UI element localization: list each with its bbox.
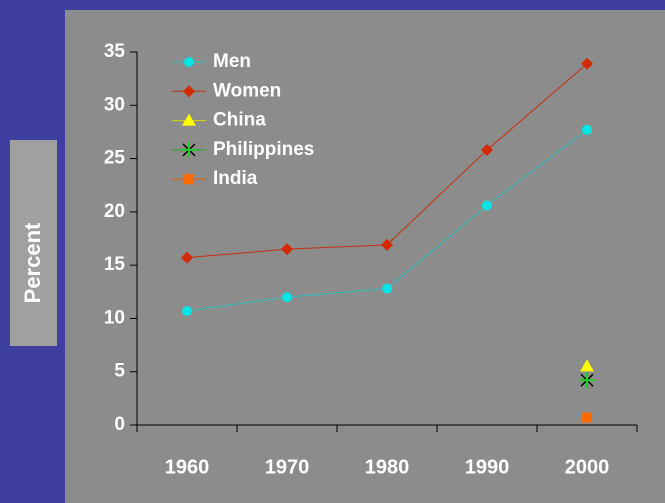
y-tick-label: 10 [104,307,125,328]
marker [381,238,393,251]
marker [482,200,492,211]
marker [181,141,197,158]
y-tick-label: 25 [104,148,126,169]
marker [182,305,192,316]
legend-label: Men [213,51,251,72]
y-axis-label: Percent [20,222,45,303]
y-label-box [10,140,57,346]
marker-part [579,372,595,389]
legend-label: Women [213,80,281,101]
marker [183,85,195,98]
marker [382,283,392,294]
marker [579,372,595,389]
marker [182,113,196,126]
marker [580,359,594,372]
marker [184,57,194,67]
marker [184,174,194,185]
legend-label: China [213,110,266,131]
y-tick-label: 35 [104,41,126,62]
x-tick-label: 1980 [365,456,410,478]
x-tick-label: 1960 [165,456,210,478]
x-tick-label: 1990 [465,456,510,478]
marker [282,292,292,303]
marker [582,124,592,135]
y-tick-label: 15 [104,254,126,275]
x-tick-label: 2000 [565,456,610,478]
x-tick-label: 1970 [265,456,310,478]
legend-label: India [213,168,258,189]
marker [181,251,193,264]
marker [581,57,593,70]
y-tick-label: 0 [114,414,125,435]
y-tick-label: 30 [104,94,125,115]
marker-part [181,141,197,158]
marker [281,243,293,256]
y-tick-label: 5 [114,361,125,382]
marker [582,412,592,423]
legend-label: Philippines [213,139,314,160]
marker [481,144,493,157]
y-tick-label: 20 [104,201,125,222]
plot-background [65,10,665,503]
